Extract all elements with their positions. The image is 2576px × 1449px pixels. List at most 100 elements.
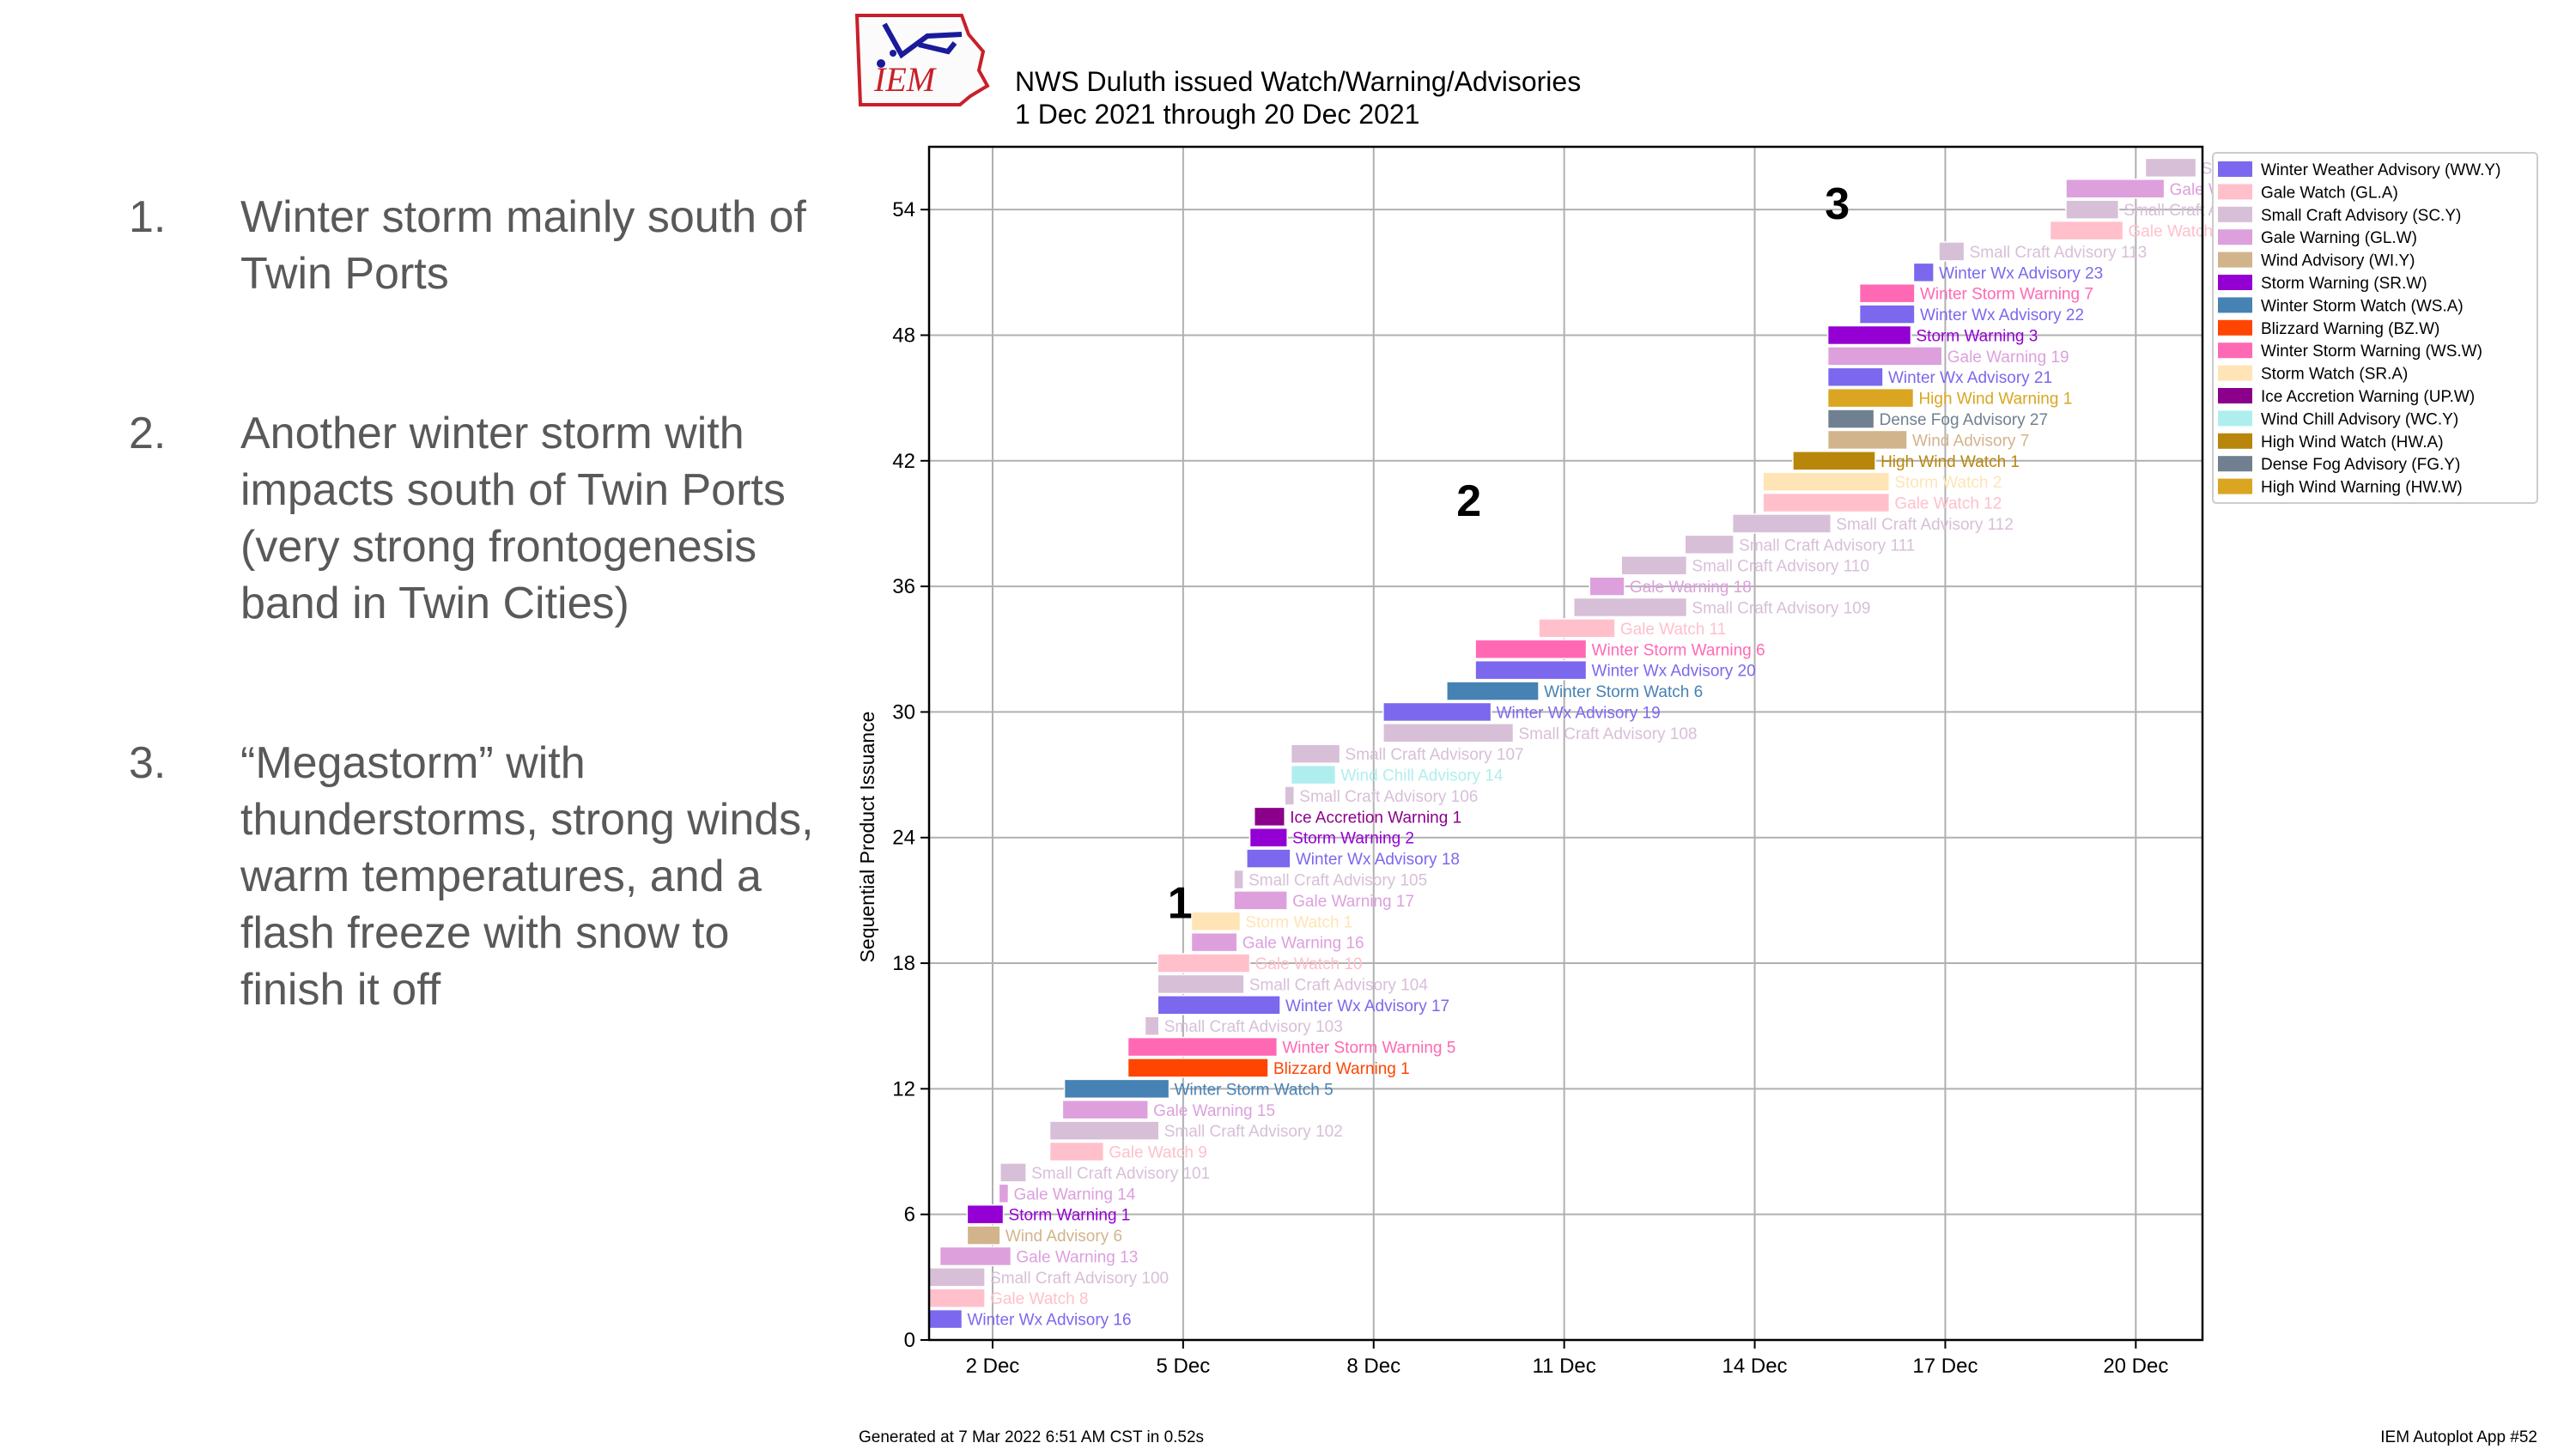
legend-entry: Wind Chill Advisory (WC.Y) <box>2261 410 2458 428</box>
event-bar <box>1620 555 1688 576</box>
event-bar <box>1290 764 1337 785</box>
y-tick-label: 48 <box>892 324 915 347</box>
event-bar <box>1190 911 1242 932</box>
event-label: Small Craft Advisory 110 <box>1692 558 1869 576</box>
event-bar <box>1826 346 1943 367</box>
event-bar <box>1474 659 1588 681</box>
event-bar <box>1233 869 1244 890</box>
event-label: Winter Wx Advisory 22 <box>1920 306 2084 324</box>
event-label: Winter Storm Warning 7 <box>1920 286 2093 304</box>
legend-entry: Gale Watch (GL.A) <box>2261 184 2398 202</box>
event-label: Gale Warning 14 <box>1013 1185 1135 1203</box>
event-label: Ice Accretion Warning 1 <box>1290 809 1461 827</box>
event-label: Gale Warning 19 <box>1947 349 2069 367</box>
event-bar <box>2049 220 2124 241</box>
event-label: Storm Watch 2 <box>1894 474 2002 492</box>
event-label: Winter Wx Advisory 19 <box>1497 704 1661 722</box>
event-bar <box>1858 304 1916 324</box>
legend-entry: Wind Advisory (WI.Y) <box>2261 252 2415 270</box>
x-tick-label: 2 Dec <box>966 1355 1020 1378</box>
event-label: Blizzard Warning 1 <box>1273 1060 1410 1078</box>
event-bar <box>939 1246 1012 1267</box>
legend-entry: Blizzard Warning (BZ.W) <box>2261 320 2439 338</box>
event-label: Small Craft Advisory 101 <box>1031 1165 1210 1183</box>
event-number-annotation: 2 <box>1456 476 1481 526</box>
event-label: Gale Warning 17 <box>1292 893 1414 911</box>
event-label: High Wind Warning 1 <box>1918 391 2072 409</box>
logo-text: IEM <box>873 60 938 99</box>
event-bar <box>1157 973 1245 995</box>
event-bar <box>1538 618 1616 639</box>
event-bar <box>1912 262 1935 283</box>
legend-swatch <box>2218 229 2252 246</box>
grid-lines <box>929 147 2202 1341</box>
legend-entry: Gale Warning (GL.W) <box>2261 229 2417 247</box>
event-bar <box>1826 387 1915 409</box>
event-label: Gale Watch 13 <box>2129 223 2236 241</box>
event-label: Small Craft Advisory 112 <box>1836 516 2014 534</box>
y-tick-label: 12 <box>892 1077 915 1100</box>
event-bar <box>1938 241 1965 262</box>
logo-dot <box>877 59 885 68</box>
event-bar <box>1246 848 1291 869</box>
legend-swatch <box>2218 478 2252 494</box>
event-label: Gale Warning 18 <box>1630 579 1752 597</box>
event-label: Dense Fog Advisory 27 <box>1880 411 2048 429</box>
note-number: 3. <box>129 738 167 788</box>
event-bar <box>1157 995 1281 1016</box>
event-bar <box>1063 1078 1170 1100</box>
weather-vane-icon <box>882 22 963 59</box>
x-tick-label: 11 Dec <box>1533 1355 1596 1378</box>
event-bar <box>928 1267 986 1288</box>
event-bar <box>2144 157 2197 179</box>
event-label: Small Craft Advisory 107 <box>1346 746 1524 764</box>
legend-entry: Winter Storm Warning (WS.W) <box>2261 343 2482 361</box>
legend-box <box>2212 152 2538 504</box>
event-bar <box>1474 639 1588 659</box>
legend-entry: Small Craft Advisory (SC.Y) <box>2261 207 2461 225</box>
legend-swatch <box>2218 319 2252 336</box>
legend-swatch <box>2218 184 2252 200</box>
event-bar <box>1127 1058 1269 1078</box>
event-label: Gale Watch 10 <box>1255 955 1363 973</box>
event-bar <box>1826 324 1912 346</box>
event-label: Small Craft Advisory 105 <box>1249 872 1427 890</box>
annotations: 1 2 3 <box>1168 179 1850 928</box>
y-tick-label: 54 <box>892 198 915 221</box>
event-bar <box>1762 471 1891 492</box>
event-label: Winter Wx Advisory 18 <box>1296 851 1460 869</box>
event-bar <box>1826 367 1884 387</box>
event-bar <box>1253 806 1285 828</box>
legend-entry: Ice Accretion Warning (UP.W) <box>2261 388 2475 406</box>
x-tick-label: 20 Dec <box>2103 1355 2168 1378</box>
legend-swatch <box>2218 252 2252 268</box>
event-bar <box>1290 743 1341 764</box>
event-bar <box>1048 1120 1160 1141</box>
note-item: 1. Winter storm mainly south of Twin Por… <box>129 189 816 302</box>
y-tick-label: 24 <box>892 827 915 850</box>
event-bar <box>1284 785 1296 806</box>
event-number-annotation: 3 <box>1825 179 1850 229</box>
x-tick-label: 8 Dec <box>1346 1355 1400 1378</box>
event-bar <box>1826 409 1875 429</box>
iem-logo: IEM <box>854 14 990 106</box>
legend-swatch <box>2218 433 2252 449</box>
legend-swatch <box>2218 365 2252 381</box>
event-bar <box>1731 513 1832 534</box>
event-label: Small Craft Advisory 102 <box>1164 1123 1343 1141</box>
event-label: Small Craft Advisory 104 <box>1249 976 1428 994</box>
y-axis-label: Sequential Product Issuance <box>856 712 878 963</box>
plot-area <box>929 147 2202 1340</box>
event-label: Small Craft Advisory 109 <box>1692 599 1870 617</box>
note-text: Winter storm mainly south of Twin Ports <box>240 192 806 299</box>
legend-swatch <box>2218 456 2252 472</box>
event-bar <box>966 1225 1001 1246</box>
event-label: Small Craft Advisory 106 <box>1299 788 1478 806</box>
event-label: Winter Storm Watch 6 <box>1544 683 1703 701</box>
y-tick-label: 42 <box>892 450 915 473</box>
note-item: 2. Another winter storm with impacts sou… <box>129 405 816 632</box>
x-tick-label: 17 Dec <box>1912 1355 1978 1378</box>
event-label: Small Craft Advisory 113 <box>1970 244 2148 262</box>
event-label: Small Craft Advisory 100 <box>990 1270 1169 1288</box>
